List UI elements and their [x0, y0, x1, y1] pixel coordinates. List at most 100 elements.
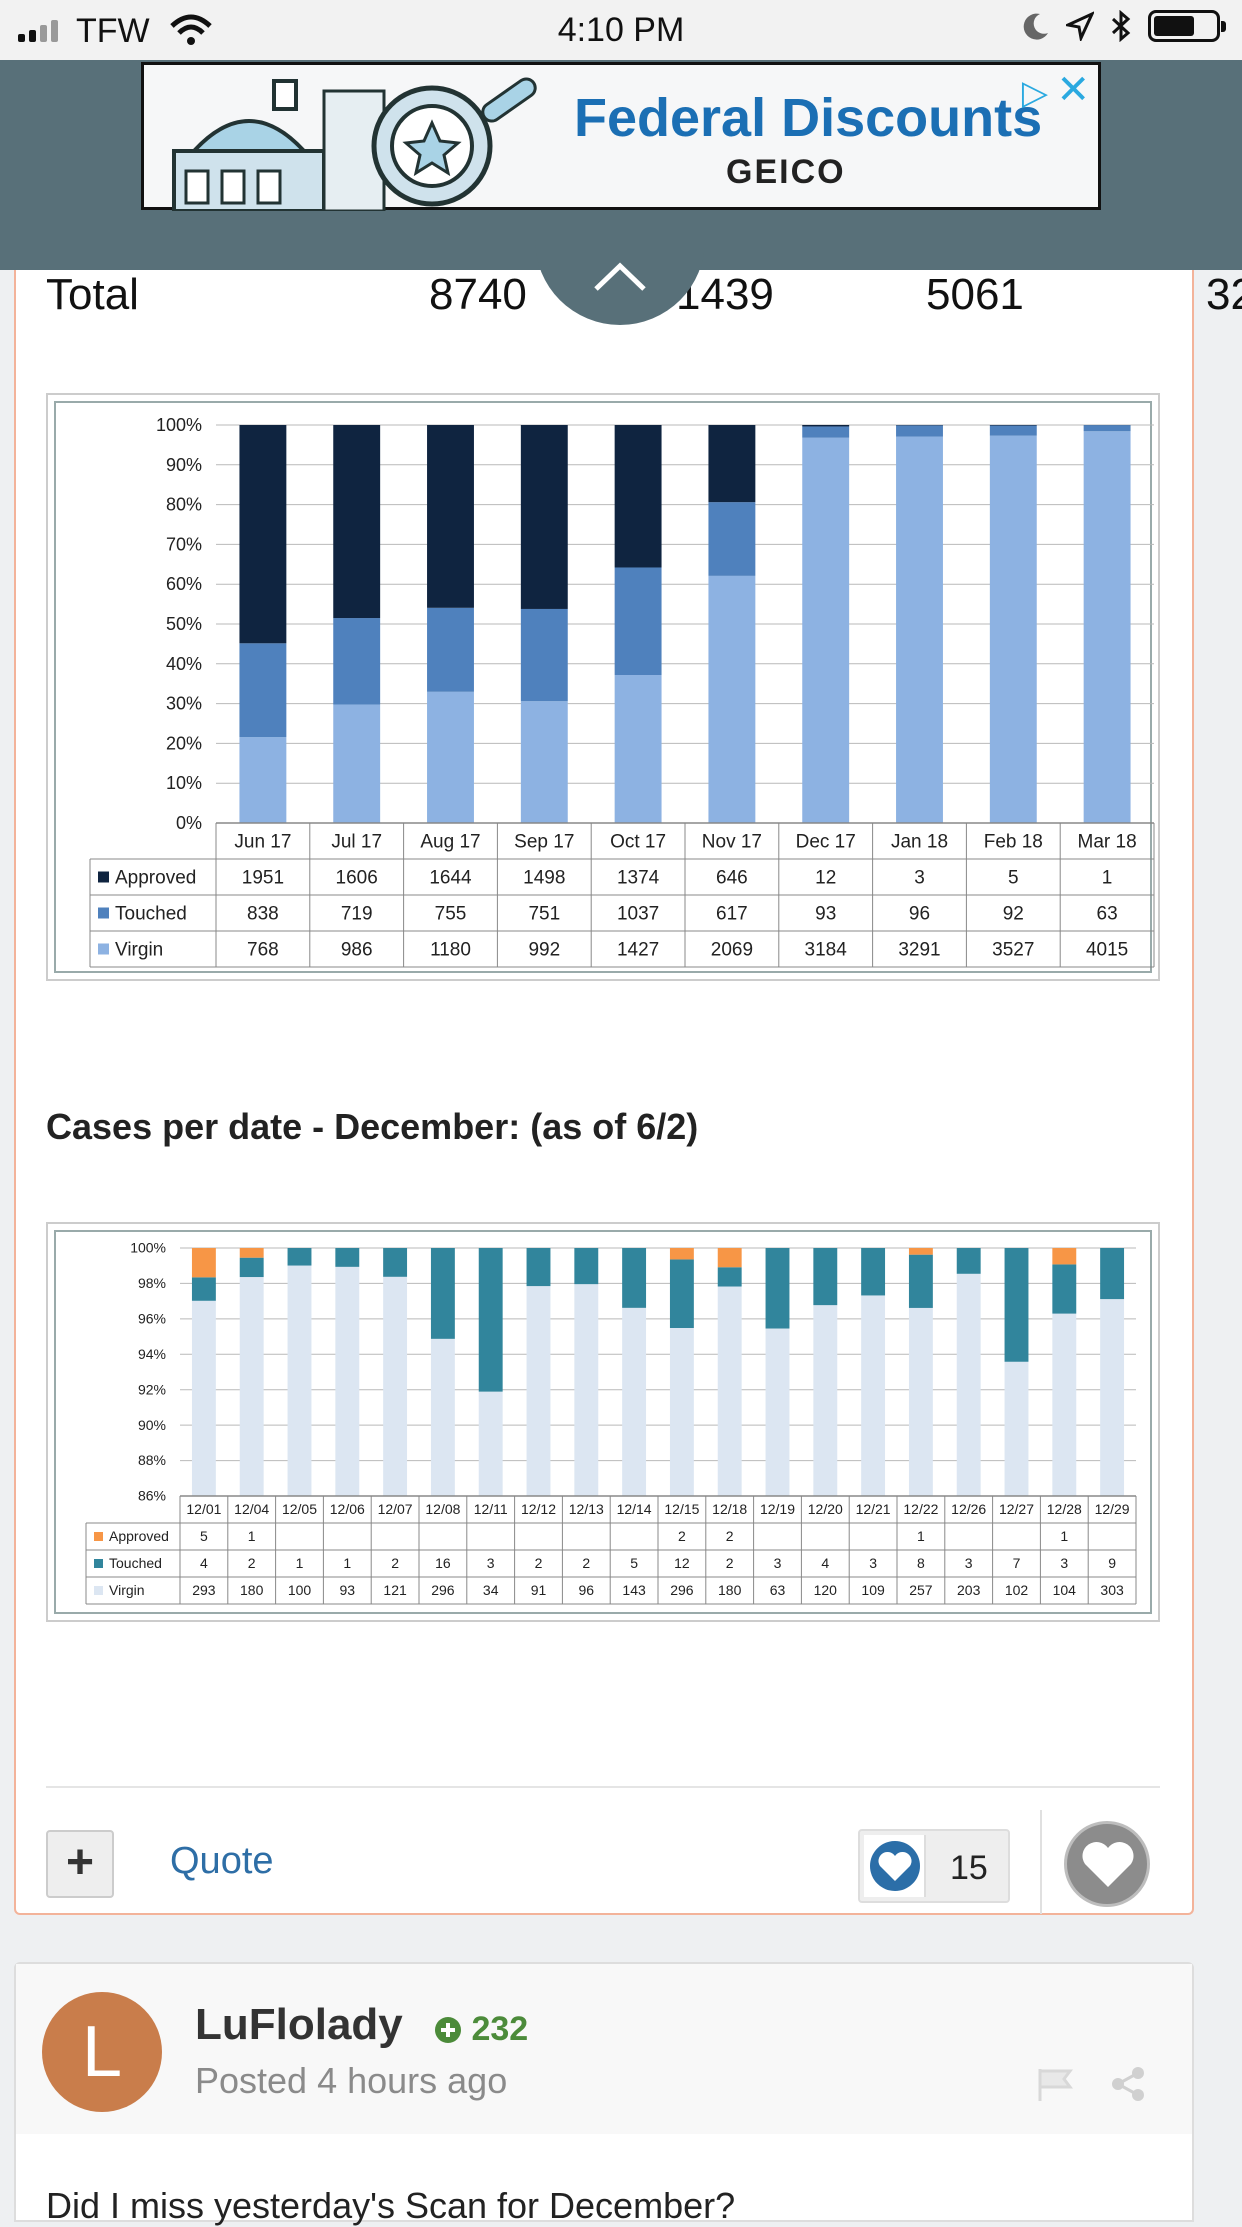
bar-segment-touched: [1100, 1248, 1124, 1299]
y-tick-label: 10%: [166, 773, 202, 793]
flag-icon[interactable]: [1036, 2067, 1076, 2103]
ad-banner[interactable]: Federal Discounts GEICO ▷ ✕: [141, 62, 1101, 210]
table-cell: 96: [909, 903, 930, 924]
legend-swatch-virgin: [98, 944, 109, 955]
x-tick-label: 12/14: [617, 1501, 652, 1517]
x-tick-label: Sep 17: [514, 831, 574, 852]
x-tick-label: 12/06: [330, 1501, 365, 1517]
x-tick-label: 12/15: [664, 1501, 699, 1517]
x-tick-label: 12/20: [808, 1501, 843, 1517]
bar-segment-touched: [574, 1248, 598, 1284]
username-link[interactable]: LuFlolady: [195, 2000, 403, 2050]
table-cell: 1427: [617, 939, 659, 960]
table-cell: 109: [861, 1582, 885, 1598]
y-tick-label: 98%: [138, 1275, 166, 1291]
x-tick-label: 12/27: [999, 1501, 1034, 1517]
post-body: Did I miss yesterday's Scan for December…: [46, 2185, 735, 2227]
legend-label: Approved: [109, 1528, 169, 1544]
table-cell: 96: [579, 1582, 595, 1598]
share-icon[interactable]: [1110, 2066, 1146, 2102]
table-cell: 1037: [617, 903, 659, 924]
bar-segment-virgin: [1100, 1299, 1124, 1496]
ad-close-icon[interactable]: ✕: [1056, 67, 1090, 113]
x-tick-label: 12/18: [712, 1501, 747, 1517]
section-heading: Cases per date - December: (as of 6/2): [46, 1106, 698, 1148]
table-cell: 768: [247, 939, 279, 960]
table-cell: 1644: [429, 867, 472, 888]
location-icon: [1066, 11, 1094, 41]
bar-segment-virgin: [896, 437, 943, 823]
react-heart-button[interactable]: [1064, 1821, 1150, 1907]
table-cell: 4015: [1086, 939, 1128, 960]
ad-brand: GEICO: [726, 153, 846, 192]
bar-segment-approved: [1052, 1248, 1076, 1264]
bar-segment-touched: [1084, 425, 1131, 431]
table-cell: 91: [531, 1582, 547, 1598]
bar-segment-touched: [670, 1259, 694, 1328]
ad-choices-icon[interactable]: ▷: [1022, 73, 1048, 113]
bar-segment-virgin: [813, 1305, 837, 1496]
bar-segment-touched: [1052, 1264, 1076, 1313]
x-tick-label: 12/28: [1047, 1501, 1082, 1517]
bar-segment-virgin: [1005, 1362, 1029, 1496]
x-tick-label: Jul 17: [331, 831, 382, 852]
post-timestamp: Posted 4 hours ago: [195, 2060, 507, 2102]
bar-segment-touched: [896, 425, 943, 436]
table-cell: 4: [821, 1555, 829, 1571]
table-cell: 1951: [242, 867, 284, 888]
bar-segment-touched: [335, 1248, 359, 1267]
avatar[interactable]: L: [42, 1992, 162, 2112]
x-tick-label: Oct 17: [610, 831, 666, 852]
table-cell: 1: [917, 1528, 925, 1544]
table-cell: 9: [1108, 1555, 1116, 1571]
table-cell: 16: [435, 1555, 451, 1571]
table-cell: 3: [869, 1555, 877, 1571]
table-cell: 617: [716, 903, 748, 924]
table-cell: 12: [815, 867, 836, 888]
bar-segment-virgin: [909, 1308, 933, 1496]
table-cell: 755: [435, 903, 467, 924]
bar-segment-touched: [431, 1248, 455, 1339]
table-cell: 296: [431, 1582, 455, 1598]
bar-segment-approved: [670, 1248, 694, 1259]
divider: [1040, 1810, 1042, 1914]
reactions-count-button[interactable]: 15: [858, 1829, 1010, 1903]
table-cell: 751: [528, 903, 560, 924]
bar-segment-touched: [521, 609, 568, 701]
table-cell: 719: [341, 903, 373, 924]
bar-segment-touched: [192, 1277, 216, 1300]
chevron-up-icon: [593, 262, 647, 292]
quote-button[interactable]: Quote: [170, 1840, 274, 1883]
reputation-count: 232: [471, 2010, 528, 2048]
bar-segment-virgin: [288, 1266, 312, 1496]
x-tick-label: 12/04: [234, 1501, 269, 1517]
like-icon: [864, 1835, 926, 1897]
table-cell: 2: [248, 1555, 256, 1571]
x-tick-label: Jun 17: [234, 831, 291, 852]
bar-segment-approved: [909, 1248, 933, 1255]
table-cell: 3: [965, 1555, 973, 1571]
table-cell: 3: [487, 1555, 495, 1571]
total-value: 32: [1206, 270, 1242, 320]
bar-segment-approved: [240, 1248, 264, 1258]
bar-segment-approved: [802, 425, 849, 426]
bar-segment-virgin: [990, 436, 1037, 823]
x-tick-label: 12/19: [760, 1501, 795, 1517]
table-cell: 180: [240, 1582, 264, 1598]
table-cell: 1: [296, 1555, 304, 1571]
table-cell: 293: [192, 1582, 216, 1598]
y-tick-label: 40%: [166, 654, 202, 674]
table-cell: 1606: [336, 867, 378, 888]
table-cell: 3527: [992, 939, 1034, 960]
table-cell: 5: [630, 1555, 638, 1571]
capitol-magnifier-icon: [164, 71, 544, 211]
table-cell: 5: [200, 1528, 208, 1544]
bar-segment-touched: [766, 1248, 790, 1329]
multiquote-plus-button[interactable]: +: [46, 1830, 114, 1898]
table-cell: 2069: [711, 939, 753, 960]
bar-segment-touched: [333, 618, 380, 704]
y-tick-label: 88%: [138, 1452, 166, 1468]
